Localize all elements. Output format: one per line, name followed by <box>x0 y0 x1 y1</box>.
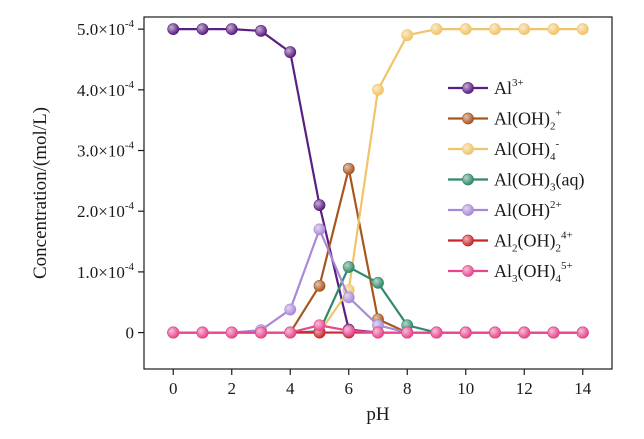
legend-item: Al3+ <box>448 77 524 98</box>
legend: Al3+ Al(OH)2+ Al(OH)4- Al(OH)3(aq) Al(OH)2+ A… <box>448 77 584 285</box>
y-tick-label: 4.0×10-4 <box>77 79 135 100</box>
data-point <box>225 326 238 339</box>
series-line <box>173 168 583 334</box>
data-point <box>342 261 355 273</box>
legend-swatch-marker <box>462 112 474 125</box>
legend-swatch-marker <box>462 265 474 277</box>
data-point <box>547 23 560 36</box>
legend-swatch-marker <box>462 173 474 186</box>
data-point <box>576 23 589 36</box>
legend-swatch-marker <box>462 234 474 247</box>
data-point <box>401 29 414 42</box>
x-tick-label: 14 <box>574 379 592 398</box>
data-point <box>313 319 326 332</box>
x-tick-label: 0 <box>169 379 178 398</box>
data-point <box>576 326 589 339</box>
data-point <box>489 23 501 36</box>
y-tick-label: 5.0×10-4 <box>77 18 135 39</box>
data-point <box>430 23 443 36</box>
legend-label: Al(OH)2+ <box>494 108 562 133</box>
x-tick-label: 6 <box>345 379 354 398</box>
legend-item: Al(OH)2+ <box>448 108 562 133</box>
data-point <box>518 23 531 36</box>
data-point <box>225 23 238 36</box>
legend-item: Al3(OH)45+ <box>448 260 573 285</box>
y-tick-label: 1.0×10-4 <box>77 261 135 282</box>
legend-label: Al3(OH)45+ <box>494 260 573 285</box>
data-point <box>255 25 267 37</box>
y-axis-title: Concentration/(mol/L) <box>30 107 51 279</box>
data-point <box>372 276 384 289</box>
legend-label: Al2(OH)24+ <box>494 230 573 255</box>
data-point <box>547 326 560 339</box>
y-tick-label: 3.0×10-4 <box>77 140 135 161</box>
legend-item: Al2(OH)24+ <box>448 230 573 255</box>
legend-label: Al(OH)2+ <box>494 199 562 221</box>
legend-item: Al(OH)4- <box>448 138 560 163</box>
legend-label: Al3+ <box>494 77 524 98</box>
x-tick-label: 4 <box>286 379 295 398</box>
data-point <box>196 326 209 339</box>
data-point <box>518 326 531 339</box>
x-axis-title: pH <box>366 404 390 425</box>
x-tick-label: 12 <box>516 379 533 398</box>
data-point <box>196 23 209 36</box>
data-point <box>401 326 414 339</box>
legend-label: Al(OH)4- <box>494 138 560 163</box>
data-point <box>342 291 355 304</box>
legend-swatch-marker <box>462 204 474 216</box>
data-point <box>284 326 297 339</box>
x-tick-label: 2 <box>228 379 237 398</box>
series-layer <box>167 23 589 339</box>
legend-item: Al(OH)2+ <box>448 199 562 221</box>
data-point <box>284 46 297 59</box>
y-tick-label: 0 <box>126 324 135 343</box>
data-point <box>313 279 326 292</box>
data-point <box>459 326 472 339</box>
data-point <box>255 326 267 339</box>
y-tick-label: 2.0×10-4 <box>77 200 135 221</box>
data-point <box>167 326 180 339</box>
plot-frame <box>143 16 613 370</box>
data-point <box>342 324 355 337</box>
data-point <box>489 326 501 339</box>
series-7 <box>167 319 589 339</box>
data-point <box>430 326 443 339</box>
legend-label: Al(OH)3(aq) <box>494 170 584 194</box>
x-tick-label: 8 <box>403 379 412 398</box>
x-tick-label: 10 <box>457 379 474 398</box>
legend-swatch-marker <box>462 82 474 94</box>
data-point <box>313 199 326 212</box>
legend-item: Al(OH)3(aq) <box>448 170 584 194</box>
data-point <box>284 303 297 316</box>
legend-swatch-marker <box>462 143 474 155</box>
data-point <box>459 23 472 36</box>
data-point <box>167 23 180 36</box>
data-point <box>372 326 384 339</box>
data-point <box>313 223 326 236</box>
data-point <box>342 162 355 175</box>
data-point <box>372 83 384 96</box>
axis-ticks: 0 2 4 6 8 10 12 14 0 1.0×10-4 2.0×10-4 3.0×10-4 4.0×… <box>77 18 592 398</box>
